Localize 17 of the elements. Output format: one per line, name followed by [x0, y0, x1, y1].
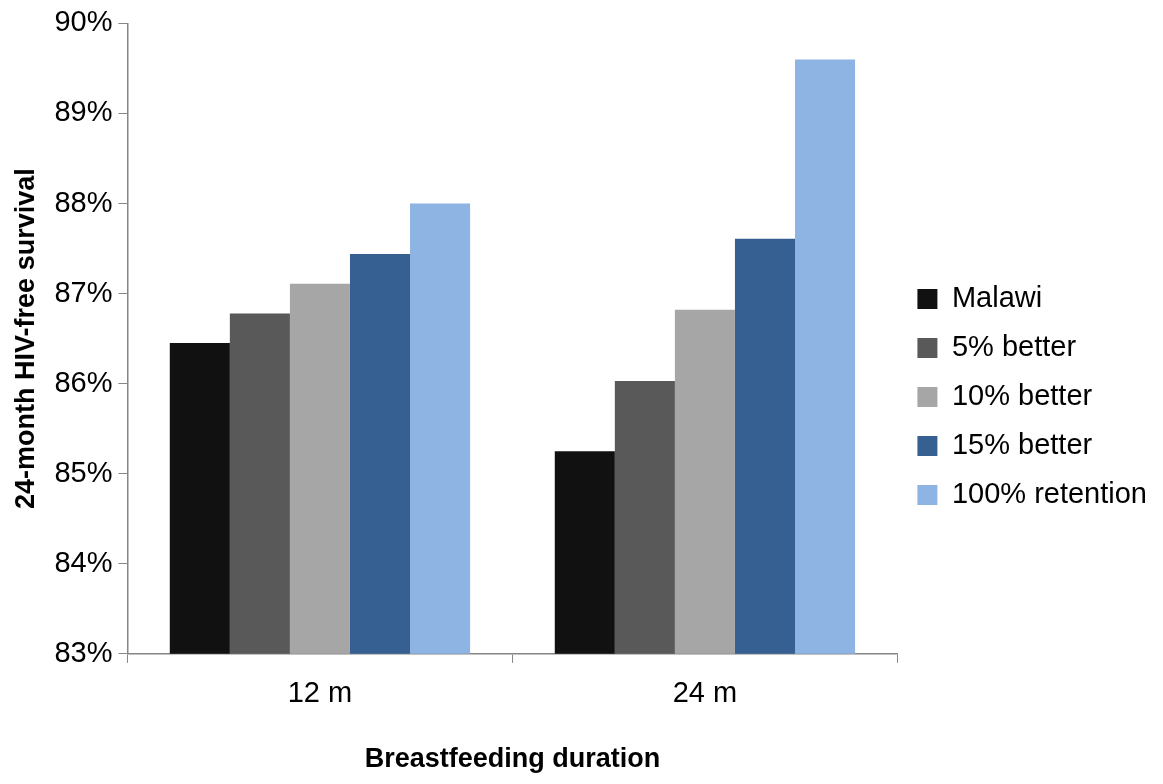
y-tick-label: 83% — [54, 635, 113, 668]
y-axis-title: 24-month HIV-free survival — [9, 168, 40, 509]
x-axis-title: Breastfeeding duration — [364, 743, 661, 774]
y-tick-label: 85% — [54, 455, 113, 488]
y-tick-label: 88% — [54, 185, 113, 218]
x-tick-label: 24 m — [672, 676, 738, 709]
legend-label: 100% retention — [951, 477, 1148, 509]
y-tick-label: 90% — [54, 5, 113, 38]
legend-label: Malawi — [951, 281, 1043, 313]
y-tick-label: 86% — [54, 365, 113, 398]
legend-label: 10% better — [951, 379, 1093, 411]
legend-label: 15% better — [951, 428, 1093, 460]
x-tick-label: 12 m — [287, 676, 353, 709]
y-tick-label: 89% — [54, 95, 113, 128]
y-tick-label: 87% — [54, 275, 113, 308]
legend-label: 5% better — [951, 330, 1077, 362]
y-tick-label: 84% — [54, 545, 113, 578]
